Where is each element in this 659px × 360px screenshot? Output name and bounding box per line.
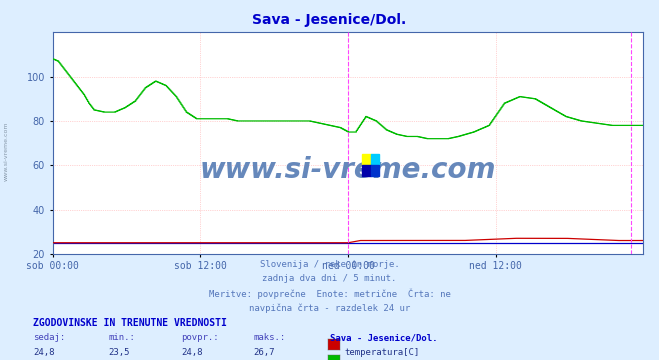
Text: sedaj:: sedaj:: [33, 333, 65, 342]
Text: 23,5: 23,5: [109, 348, 130, 357]
Text: maks.:: maks.:: [254, 333, 286, 342]
Text: www.si-vreme.com: www.si-vreme.com: [200, 156, 496, 184]
Bar: [371, 154, 379, 165]
Text: Slovenija / reke in morje.: Slovenija / reke in morje.: [260, 260, 399, 269]
Text: navpična črta - razdelek 24 ur: navpična črta - razdelek 24 ur: [249, 303, 410, 312]
Text: Sava - Jesenice/Dol.: Sava - Jesenice/Dol.: [252, 13, 407, 27]
Text: Meritve: povprečne  Enote: metrične  Črta: ne: Meritve: povprečne Enote: metrične Črta:…: [208, 289, 451, 299]
Text: ZGODOVINSKE IN TRENUTNE VREDNOSTI: ZGODOVINSKE IN TRENUTNE VREDNOSTI: [33, 318, 227, 328]
Text: temperatura[C]: temperatura[C]: [344, 348, 419, 357]
Text: min.:: min.:: [109, 333, 136, 342]
Text: www.si-vreme.com: www.si-vreme.com: [3, 121, 9, 181]
Bar: [362, 154, 371, 165]
Text: zadnja dva dni / 5 minut.: zadnja dva dni / 5 minut.: [262, 274, 397, 283]
Text: Sava - Jesenice/Dol.: Sava - Jesenice/Dol.: [330, 333, 437, 342]
Text: povpr.:: povpr.:: [181, 333, 219, 342]
Bar: [371, 165, 379, 176]
Text: 26,7: 26,7: [254, 348, 275, 357]
Text: 24,8: 24,8: [181, 348, 203, 357]
Text: 24,8: 24,8: [33, 348, 55, 357]
Bar: [362, 165, 371, 176]
